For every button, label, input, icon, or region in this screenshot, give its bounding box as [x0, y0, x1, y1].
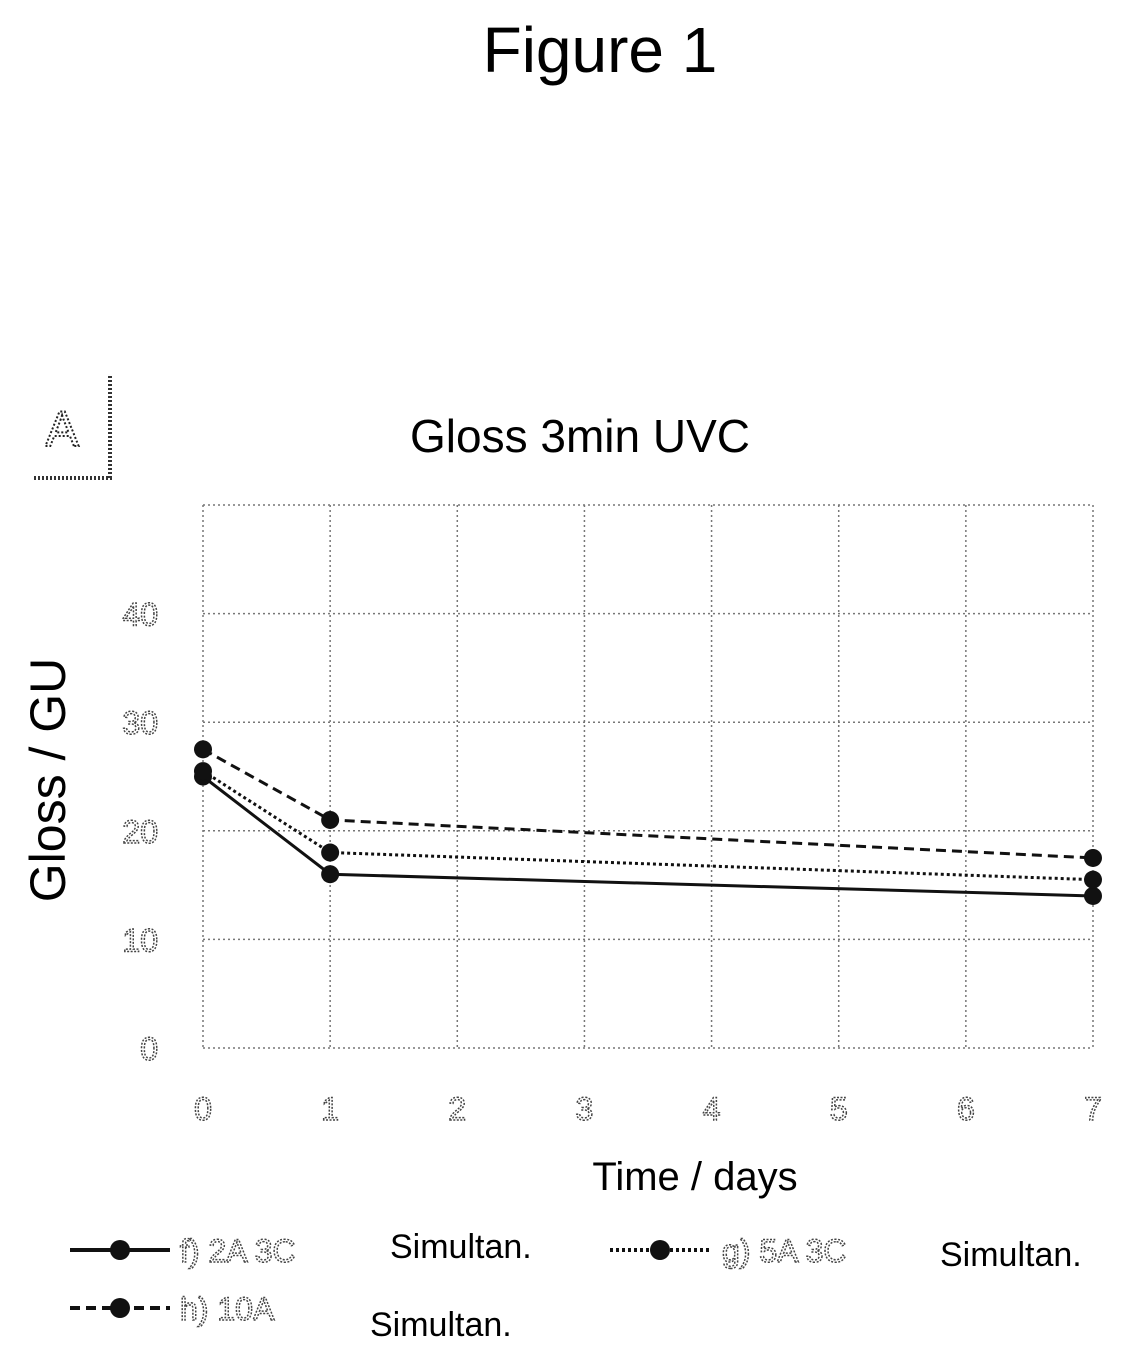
legend-swatch-marker — [650, 1240, 670, 1260]
x-tick-label: 5 — [830, 1091, 848, 1127]
data-point — [1084, 848, 1102, 867]
legend-entry-name: f) 2A 3C — [180, 1233, 296, 1269]
y-tick-label: 0 — [140, 1031, 158, 1067]
series-line — [202, 748, 1094, 860]
x-tick-label: 1 — [321, 1091, 339, 1127]
x-tick-label: 0 — [194, 1091, 212, 1127]
panel-label: A — [45, 401, 79, 457]
y-axis-label: Gloss / GU — [20, 658, 76, 902]
x-axis-label: Time / days — [592, 1155, 797, 1199]
x-tick-label: 7 — [1084, 1091, 1102, 1127]
data-point — [1084, 870, 1102, 889]
x-axis-ticks: 0 1 2 3 4 5 6 7 — [193, 1090, 1102, 1128]
y-tick-label: 20 — [122, 814, 158, 850]
y-axis-ticks: 0 10 20 30 40 — [122, 596, 159, 1068]
legend-entry-suffix: Simultan. — [390, 1228, 532, 1266]
legend-swatch-marker — [110, 1240, 130, 1260]
legend-entry-suffix: Simultan. — [370, 1306, 512, 1344]
data-point — [321, 843, 340, 862]
y-tick-label: 30 — [122, 705, 158, 741]
y-tick-label: 10 — [122, 922, 158, 958]
figure-title: Figure 1 — [483, 14, 718, 86]
legend-swatch-marker — [110, 1298, 130, 1318]
legend-entry-name: g) 5A 3C — [722, 1233, 847, 1269]
legend: f) 2A 3C Simultan. g) 5A 3C Simultan. h) 10A… — [70, 1228, 1082, 1344]
legend-entry-suffix: Simultan. — [940, 1236, 1082, 1274]
plot-grid — [202, 504, 1094, 1049]
data-point — [194, 740, 212, 759]
x-tick-label: 2 — [448, 1091, 466, 1127]
panel-label-box: A — [34, 376, 112, 480]
data-point — [194, 762, 212, 781]
y-tick-label: 40 — [122, 597, 158, 633]
chart-title: Gloss 3min UVC — [410, 410, 750, 462]
x-tick-label: 3 — [576, 1091, 594, 1127]
data-point — [321, 810, 340, 829]
series-lines — [194, 740, 1102, 905]
legend-entry-name: h) 10A — [180, 1291, 275, 1327]
data-point — [321, 865, 340, 884]
x-tick-label: 4 — [703, 1091, 721, 1127]
x-tick-label: 6 — [957, 1091, 975, 1127]
data-point — [1084, 886, 1102, 905]
